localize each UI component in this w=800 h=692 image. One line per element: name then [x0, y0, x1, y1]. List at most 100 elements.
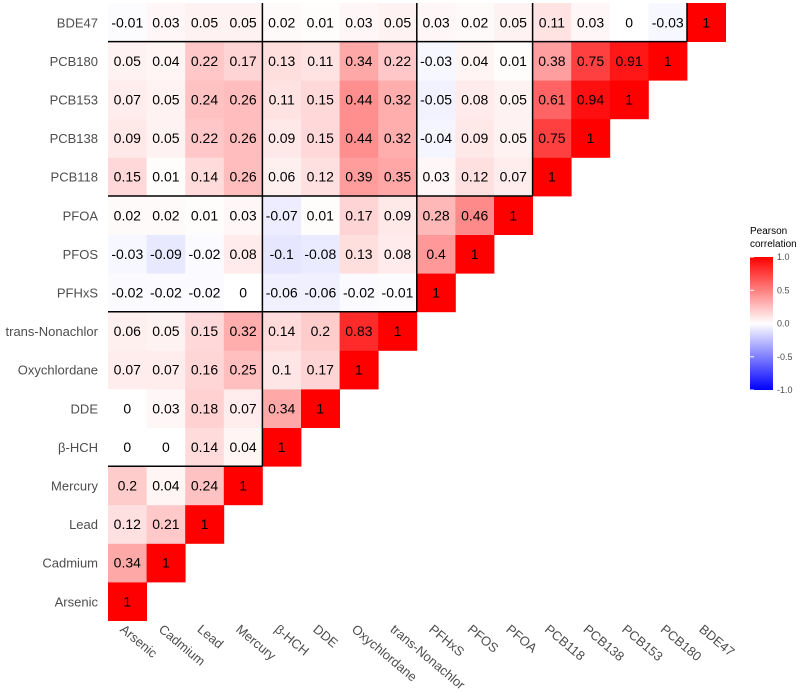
cell-value-label: 0.05: [152, 92, 179, 108]
cell-value-label: 0.32: [229, 323, 256, 339]
heatmap-cell: [108, 196, 147, 235]
heatmap-cell: [648, 41, 688, 81]
heatmap-cell: [532, 157, 572, 197]
cell-value-label: 0.04: [229, 439, 256, 455]
cell-value-label: 0.05: [500, 92, 527, 108]
cell-value-label: 0.01: [307, 207, 334, 223]
heatmap-cell: [223, 466, 263, 506]
heatmap-cell: [223, 273, 263, 313]
cell-value-label: -0.1: [270, 246, 294, 262]
cell-value-label: 0.03: [577, 14, 604, 30]
heatmap-cell: [223, 311, 263, 351]
legend-tick-label: -0.5: [777, 352, 793, 362]
heatmap-cell: [108, 582, 147, 621]
heatmap-cell: [146, 311, 186, 351]
heatmap-cell: [301, 311, 340, 351]
heatmap-cell: [378, 3, 418, 42]
cell-value-label: 0.07: [114, 92, 141, 108]
cell-value-label: 0.06: [268, 169, 295, 185]
cell-value-label: 0.04: [461, 53, 488, 69]
heatmap-cell: [301, 273, 340, 313]
heatmap-cell: [108, 41, 147, 81]
heatmap-cell: [378, 273, 418, 313]
heatmap-cell: [185, 157, 225, 197]
heatmap-cell: [301, 41, 340, 81]
cell-value-label: -0.02: [189, 246, 221, 262]
group-divider-lines: [108, 3, 688, 467]
cell-value-label: 0: [123, 439, 131, 455]
legend-title-line-2: correlation: [750, 239, 797, 250]
heatmap-cell: [416, 118, 456, 158]
cell-value-label: 0.22: [384, 53, 411, 69]
heatmap-cell: [455, 157, 495, 197]
heatmap-cell: [146, 389, 186, 428]
cell-value-label: 1: [162, 555, 170, 571]
cell-value-label: 1: [278, 439, 286, 455]
cell-value-label: -0.09: [150, 246, 182, 262]
heatmap-cell: [185, 234, 225, 274]
cell-value-label: 0.2: [118, 478, 138, 494]
heatmap-cell: [455, 80, 495, 120]
heatmap-cell: [494, 118, 533, 158]
cell-value-label: 0.17: [345, 207, 372, 223]
heatmap-cell: [609, 3, 649, 42]
cell-value-label: 0.07: [500, 169, 527, 185]
y-axis-label: PCB138: [50, 131, 98, 146]
heatmap-cell: [146, 350, 186, 390]
cell-value-label: 0.61: [538, 92, 565, 108]
x-axis-label: PCB180: [658, 621, 705, 664]
cell-value-label: 0.44: [345, 130, 372, 146]
cell-value-label: 0.13: [268, 53, 295, 69]
heatmap-cell: [108, 157, 147, 197]
heatmap-cell: [339, 118, 379, 158]
heatmap-cell: [301, 3, 340, 42]
cell-value-label: 0.02: [152, 207, 179, 223]
heatmap-cell: [532, 80, 572, 120]
cell-value-label: 0.03: [229, 207, 256, 223]
y-axis-label: Mercury: [51, 479, 98, 494]
cell-value-label: 0.09: [114, 130, 141, 146]
legend-tick-label: 1.0: [777, 252, 790, 262]
y-axis-label: PFOA: [63, 208, 99, 223]
cell-value-label: 0.01: [191, 207, 218, 223]
heatmap-cell: [687, 3, 726, 42]
color-legend: Pearson correlation 1.0 0.5 0.0 -0.5 -1.0: [750, 226, 797, 395]
heatmap-cell: [108, 80, 147, 120]
heatmap-cell: [262, 234, 302, 274]
heatmap-cell: [146, 41, 186, 81]
cell-value-label: 0.05: [500, 130, 527, 146]
heatmap-cell: [108, 504, 147, 544]
x-axis-label: PCB138: [581, 621, 628, 664]
legend-tick-label: -1.0: [777, 385, 793, 395]
heatmap-cell: [378, 196, 418, 235]
heatmap-cell: [494, 196, 533, 235]
cell-value-label: 0.13: [345, 246, 372, 262]
cell-value-label: 1: [201, 516, 209, 532]
cell-value-label: 0.34: [268, 400, 295, 416]
heatmap-cell: [416, 234, 456, 274]
cell-value-label: 0.18: [191, 400, 218, 416]
legend-tick-label: 0.5: [777, 285, 790, 295]
cell-value-label: 0.39: [345, 169, 372, 185]
cell-value-label: -0.03: [652, 14, 684, 30]
heatmap-cell: [378, 118, 418, 158]
cell-value-label: 1: [432, 285, 440, 301]
x-axis-label: PCB153: [619, 621, 666, 664]
cell-value-label: 0.32: [384, 92, 411, 108]
cell-value-label: 0.03: [345, 14, 372, 30]
heatmap-cell: [301, 389, 340, 428]
cell-value-label: 0.35: [384, 169, 411, 185]
cell-value-label: 0.07: [152, 362, 179, 378]
heatmap-cell: [262, 196, 302, 235]
cell-value-label: 0.07: [229, 400, 256, 416]
heatmap-cell: [378, 234, 418, 274]
x-axis-label: Mercury: [233, 621, 279, 663]
heatmap-cell: [339, 80, 379, 120]
heatmap-cell: [339, 273, 379, 313]
heatmap-cell: [146, 273, 186, 313]
x-axis-label: Arsenic: [117, 621, 160, 661]
heatmap-cell: [378, 311, 418, 351]
cell-value-label: 0.05: [384, 14, 411, 30]
heatmap-cell: [223, 3, 263, 42]
cell-value-label: 0.09: [461, 130, 488, 146]
